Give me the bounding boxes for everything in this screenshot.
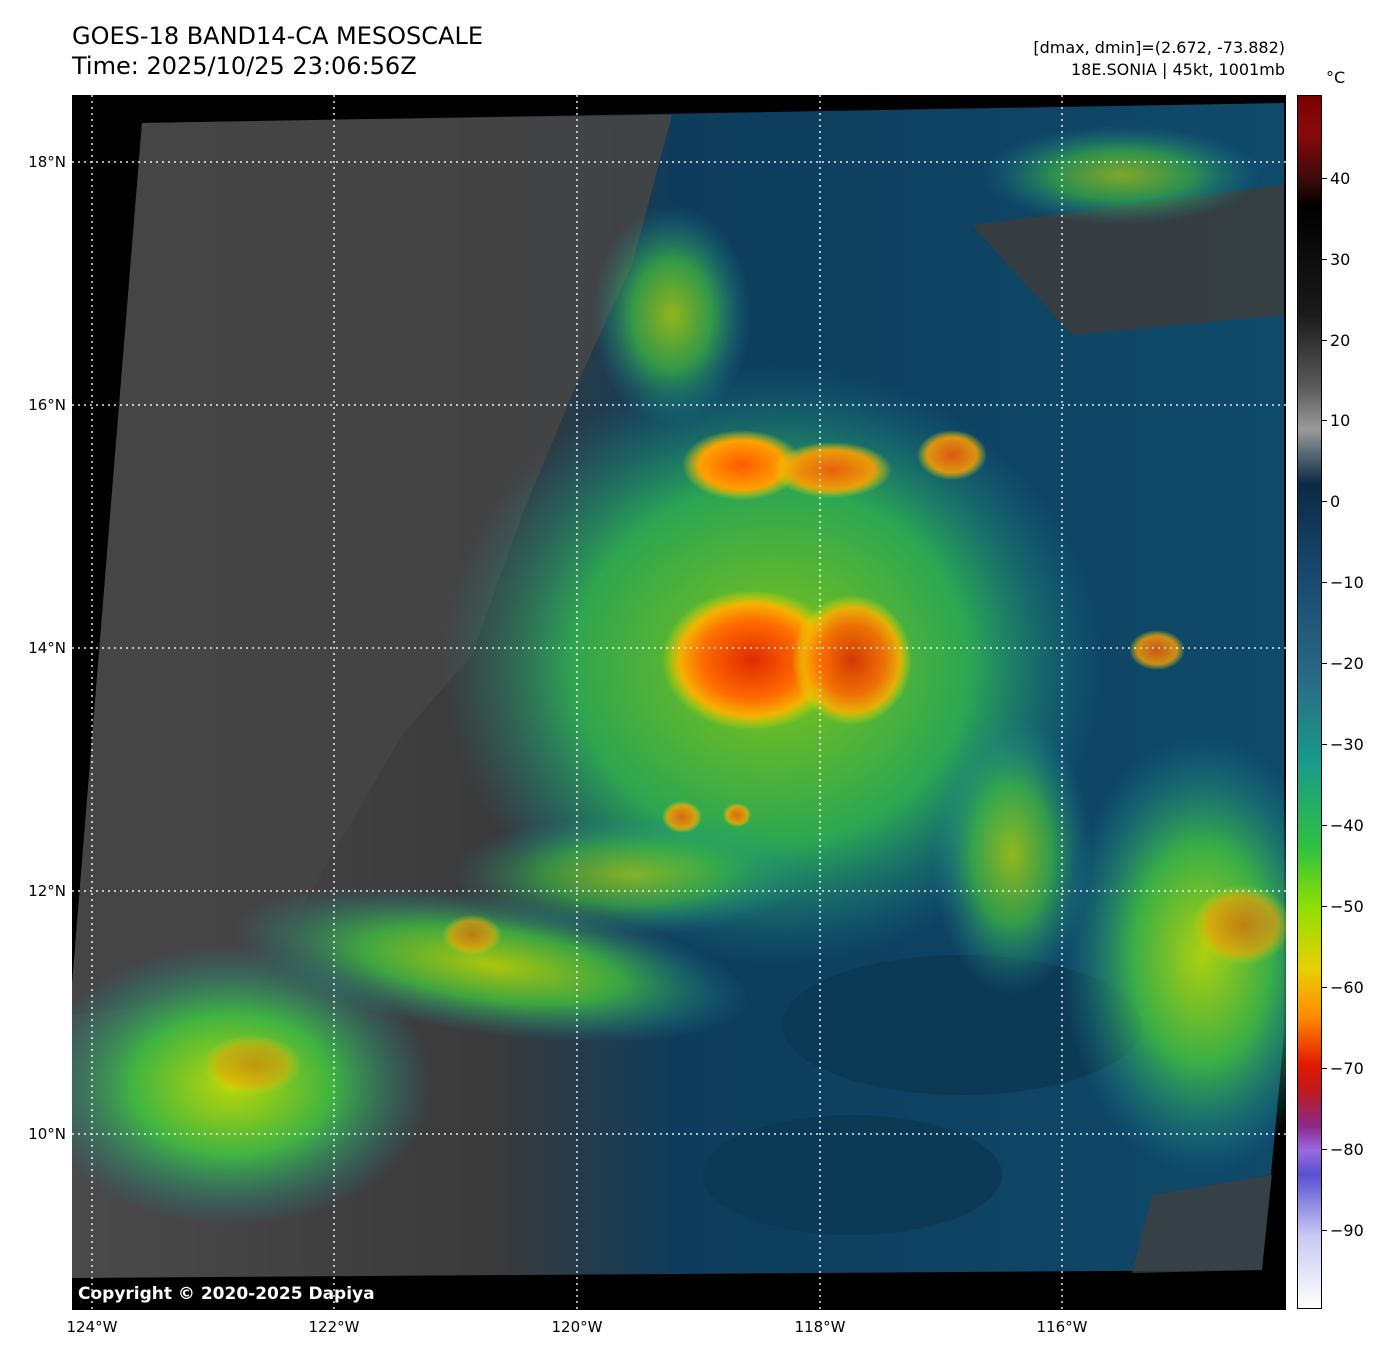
colorbar-unit: °C — [1326, 68, 1346, 87]
map-title: GOES-18 BAND14-CA MESOSCALE — [72, 22, 483, 50]
colorbar-label-minus80: −80 — [1330, 1140, 1364, 1159]
lon-label-120w: 120°W — [551, 1318, 603, 1336]
colorbar-tick — [1322, 1068, 1327, 1069]
colorbar-label-minus10: −10 — [1330, 573, 1364, 592]
satellite-map: Copyright © 2020-2025 Dapiya — [72, 95, 1286, 1310]
colorbar-label-10: 10 — [1330, 411, 1351, 430]
colorbar-label-20: 20 — [1330, 331, 1351, 350]
colorbar-label-minus70: −70 — [1330, 1059, 1364, 1078]
colorbar-label-minus40: −40 — [1330, 816, 1364, 835]
colorbar-label-minus90: −90 — [1330, 1221, 1364, 1240]
colorbar-tick — [1322, 420, 1327, 421]
colorbar-tick — [1322, 1149, 1327, 1150]
colorbar-tick — [1322, 582, 1327, 583]
lat-label-10n: 10°N — [28, 1125, 66, 1143]
colorbar-label-minus30: −30 — [1330, 735, 1364, 754]
colorbar-label-minus20: −20 — [1330, 654, 1364, 673]
lat-label-18n: 18°N — [28, 153, 66, 171]
storm-info: 18E.SONIA | 45kt, 1001mb — [1070, 60, 1285, 79]
colorbar-label-minus50: −50 — [1330, 897, 1364, 916]
temperature-colorbar — [1297, 95, 1322, 1309]
lon-label-122w: 122°W — [308, 1318, 360, 1336]
colorbar-tick — [1322, 744, 1327, 745]
colorbar-label-40: 40 — [1330, 169, 1351, 188]
colorbar-label-minus60: −60 — [1330, 978, 1364, 997]
colorbar-tick — [1322, 340, 1327, 341]
map-timestamp: Time: 2025/10/25 23:06:56Z — [72, 52, 417, 80]
dmax-dmin-readout: [dmax, dmin]=(2.672, -73.882) — [1033, 38, 1285, 57]
colorbar-tick — [1322, 987, 1327, 988]
colorbar-label-0: 0 — [1330, 492, 1341, 511]
lon-label-118w: 118°W — [794, 1318, 846, 1336]
colorbar-label-30: 30 — [1330, 250, 1351, 269]
colorbar-tick — [1322, 663, 1327, 664]
lon-label-116w: 116°W — [1036, 1318, 1088, 1336]
colorbar-tick — [1322, 259, 1327, 260]
lat-label-16n: 16°N — [28, 396, 66, 414]
colorbar-tick — [1322, 501, 1327, 502]
lat-label-14n: 14°N — [28, 639, 66, 657]
colorbar-tick — [1322, 178, 1327, 179]
colorbar-tick — [1322, 906, 1327, 907]
copyright-notice: Copyright © 2020-2025 Dapiya — [78, 1284, 375, 1304]
lat-label-12n: 12°N — [28, 882, 66, 900]
ir-imagery — [72, 95, 1286, 1310]
lon-label-124w: 124°W — [66, 1318, 118, 1336]
colorbar-tick — [1322, 825, 1327, 826]
colorbar-tick — [1322, 1230, 1327, 1231]
